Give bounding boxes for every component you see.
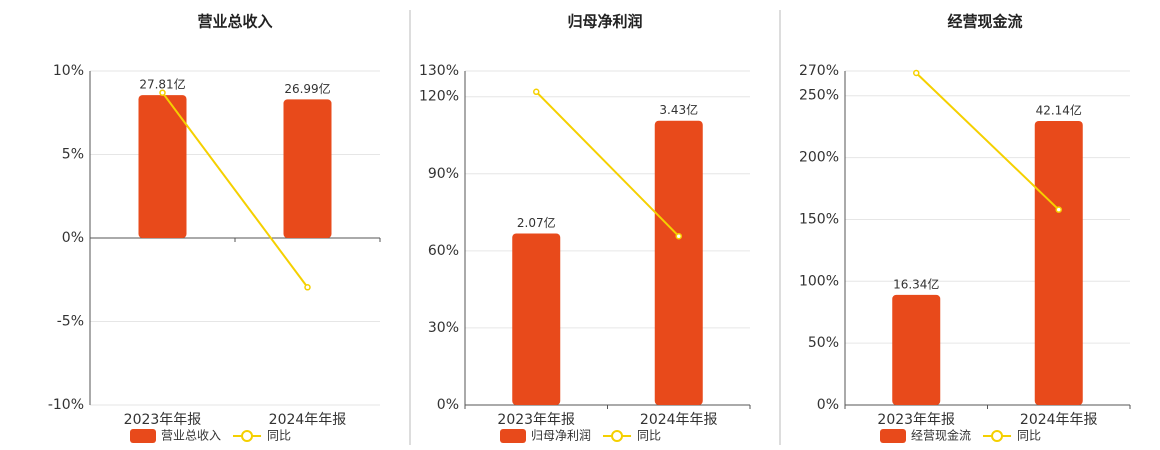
yoy-line [161, 92, 309, 288]
y-tick-label: 0% [817, 397, 839, 413]
y-tick-label: 0% [62, 230, 84, 246]
bar [512, 233, 561, 405]
x-tick-label: 2024年年报 [269, 412, 347, 428]
value-label: 26.99亿 [284, 81, 330, 96]
chart-title: 营业总收入 [197, 13, 272, 31]
bar [1034, 121, 1083, 406]
y-tick-label: 50% [808, 335, 839, 351]
legend-marker [241, 430, 254, 442]
legend-swatch [130, 429, 156, 443]
y-tick-label: 10% [53, 63, 84, 79]
yoy-point [159, 89, 166, 96]
yoy-point [533, 88, 540, 96]
yoy-point [304, 284, 311, 291]
chart-title: 经营现金流 [947, 13, 1022, 31]
legend-label: 同比 [267, 429, 291, 443]
bar [283, 99, 332, 238]
bar [892, 294, 941, 405]
x-tick-label: 2023年年报 [124, 412, 202, 428]
y-tick-label: 100% [799, 273, 839, 289]
value-label: 42.14亿 [1036, 103, 1082, 118]
y-tick-label: -10% [48, 397, 84, 413]
yoy-point [913, 69, 920, 77]
yoy-line [535, 91, 680, 237]
bar [654, 120, 703, 405]
value-label: 16.34亿 [893, 276, 939, 291]
y-tick-label: 150% [799, 211, 839, 227]
legend-swatch [880, 429, 906, 443]
bar [138, 95, 187, 238]
yoy-point [1055, 206, 1062, 213]
y-tick-label: -5% [57, 314, 84, 330]
y-tick-label: 60% [428, 243, 459, 259]
y-tick-label: 130% [419, 63, 459, 79]
y-tick-label: 5% [62, 147, 84, 163]
x-tick-label: 2024年年报 [1020, 412, 1098, 428]
legend-label: 经营现金流 [911, 428, 971, 443]
y-tick-label: 270% [799, 63, 839, 79]
x-tick-label: 2023年年报 [497, 412, 575, 428]
yoy-line [915, 72, 1060, 211]
value-label: 3.43亿 [659, 102, 698, 117]
y-tick-label: 30% [428, 320, 459, 336]
legend-label: 归母净利润 [531, 429, 591, 443]
legend-label: 同比 [1017, 429, 1041, 443]
y-tick-label: 200% [799, 150, 839, 166]
y-tick-label: 120% [419, 89, 459, 105]
legend-swatch [500, 429, 526, 443]
x-tick-label: 2024年年报 [640, 412, 718, 428]
legend-label: 营业总收入 [161, 429, 221, 443]
chart-title: 归母净利润 [567, 13, 642, 31]
yoy-point [675, 232, 682, 240]
y-tick-label: 250% [799, 88, 839, 104]
legend-label: 同比 [637, 429, 661, 443]
legend-marker [991, 430, 1004, 442]
value-label: 27.81亿 [139, 77, 185, 92]
x-tick-label: 2023年年报 [877, 412, 955, 428]
value-label: 2.07亿 [517, 215, 556, 230]
legend-marker [611, 430, 624, 442]
y-tick-label: 90% [428, 166, 459, 182]
y-tick-label: 0% [437, 397, 459, 413]
